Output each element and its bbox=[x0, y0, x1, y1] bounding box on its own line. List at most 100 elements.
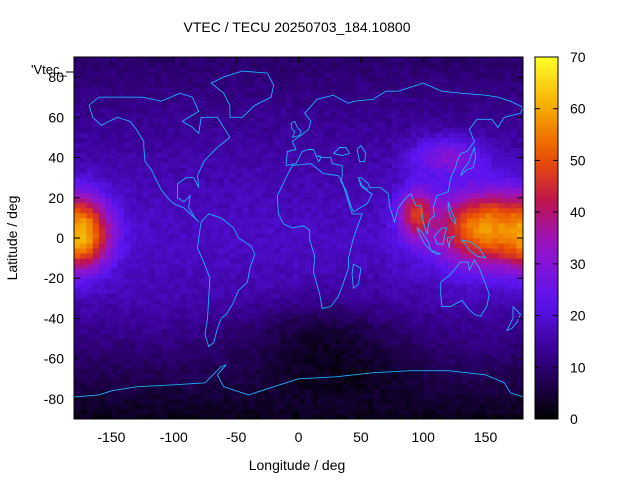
heatmap-cell bbox=[117, 207, 125, 214]
heatmap-cell bbox=[429, 268, 437, 274]
heatmap-cell bbox=[317, 328, 324, 334]
heatmap-cell bbox=[466, 368, 474, 375]
heatmap-cell bbox=[379, 288, 387, 294]
heatmap-cell bbox=[86, 137, 94, 143]
heatmap-cell bbox=[167, 112, 175, 118]
heatmap-cell bbox=[261, 313, 268, 319]
heatmap-cell bbox=[404, 328, 412, 334]
heatmap-cell bbox=[473, 122, 480, 128]
heatmap-cell bbox=[398, 293, 405, 299]
heatmap-cell bbox=[148, 77, 156, 83]
heatmap-cell bbox=[92, 152, 100, 158]
heatmap-cell bbox=[410, 137, 418, 143]
heatmap-cell bbox=[86, 343, 94, 350]
heatmap-cell bbox=[354, 207, 362, 214]
heatmap-cell bbox=[92, 403, 100, 410]
heatmap-cell bbox=[286, 358, 293, 365]
heatmap-cell bbox=[348, 408, 356, 415]
heatmap-cell bbox=[354, 318, 362, 324]
heatmap-cell bbox=[504, 398, 511, 405]
heatmap-cell bbox=[479, 333, 486, 339]
heatmap-cell bbox=[466, 268, 474, 274]
heatmap-cell bbox=[223, 258, 231, 264]
heatmap-cell bbox=[180, 142, 187, 148]
heatmap-cell bbox=[416, 298, 424, 304]
heatmap-cell bbox=[466, 157, 474, 163]
heatmap-cell bbox=[329, 238, 337, 244]
heatmap-cell bbox=[485, 72, 493, 78]
heatmap-cell bbox=[429, 398, 437, 405]
heatmap-cell bbox=[180, 398, 187, 405]
heatmap-cell bbox=[329, 363, 337, 370]
heatmap-cell bbox=[498, 253, 505, 259]
heatmap-cell bbox=[435, 288, 443, 294]
heatmap-cell bbox=[236, 293, 243, 299]
heatmap-cell bbox=[273, 313, 281, 319]
heatmap-cell bbox=[273, 142, 281, 148]
heatmap-cell bbox=[198, 383, 206, 390]
heatmap-cell bbox=[435, 212, 443, 219]
heatmap-cell bbox=[367, 212, 374, 219]
heatmap-cell bbox=[342, 187, 349, 194]
heatmap-cell bbox=[354, 182, 362, 189]
heatmap-cell bbox=[392, 248, 399, 254]
heatmap-cell bbox=[180, 207, 187, 214]
heatmap-cell bbox=[329, 77, 337, 83]
heatmap-cell bbox=[267, 363, 274, 370]
heatmap-cell bbox=[111, 192, 119, 199]
heatmap-cell bbox=[360, 142, 368, 148]
heatmap-cell bbox=[223, 388, 231, 395]
heatmap-cell bbox=[192, 142, 200, 148]
heatmap-cell bbox=[323, 328, 331, 334]
heatmap-cell bbox=[136, 112, 143, 118]
heatmap-cell bbox=[516, 408, 524, 415]
heatmap-cell bbox=[460, 167, 468, 174]
heatmap-cell bbox=[448, 202, 455, 209]
heatmap-cell bbox=[211, 253, 218, 259]
heatmap-cell bbox=[504, 102, 511, 108]
heatmap-cell bbox=[485, 358, 493, 365]
heatmap-cell bbox=[117, 182, 125, 189]
heatmap-cell bbox=[448, 298, 455, 304]
heatmap-cell bbox=[323, 192, 331, 199]
heatmap-cell bbox=[92, 222, 100, 229]
heatmap-cell bbox=[186, 67, 193, 73]
heatmap-cell bbox=[485, 273, 493, 279]
heatmap-cell bbox=[317, 393, 324, 400]
heatmap-cell bbox=[354, 348, 362, 355]
heatmap-cell bbox=[448, 248, 455, 254]
heatmap-cell bbox=[155, 192, 162, 199]
heatmap-cell bbox=[286, 413, 293, 420]
heatmap-cell bbox=[204, 167, 212, 174]
heatmap-cell bbox=[130, 313, 137, 319]
heatmap-cell bbox=[342, 403, 349, 410]
heatmap-cell bbox=[329, 353, 337, 360]
heatmap-cell bbox=[161, 363, 168, 370]
heatmap-cell bbox=[167, 187, 175, 194]
heatmap-cell bbox=[279, 162, 287, 169]
heatmap-cell bbox=[236, 318, 243, 324]
heatmap-cell bbox=[204, 278, 212, 284]
heatmap-cell bbox=[229, 142, 237, 148]
heatmap-cell bbox=[92, 67, 100, 73]
heatmap-cell bbox=[454, 97, 462, 103]
heatmap-cell bbox=[373, 72, 380, 78]
heatmap-cell bbox=[429, 87, 437, 93]
heatmap-cell bbox=[392, 147, 399, 153]
heatmap-cell bbox=[373, 187, 380, 194]
heatmap-cell bbox=[167, 127, 175, 133]
heatmap-cell bbox=[323, 172, 331, 179]
heatmap-cell bbox=[298, 413, 306, 420]
heatmap-cell bbox=[510, 157, 518, 163]
heatmap-cell bbox=[204, 373, 212, 380]
heatmap-cell bbox=[441, 348, 449, 355]
heatmap-cell bbox=[448, 162, 455, 169]
heatmap-cell bbox=[192, 147, 200, 153]
heatmap-cell bbox=[155, 358, 162, 365]
heatmap-cell bbox=[479, 403, 486, 410]
heatmap-cell bbox=[292, 107, 299, 113]
heatmap-cell bbox=[504, 343, 511, 350]
heatmap-cell bbox=[186, 192, 193, 199]
heatmap-cell bbox=[498, 217, 505, 224]
heatmap-cell bbox=[491, 212, 499, 219]
